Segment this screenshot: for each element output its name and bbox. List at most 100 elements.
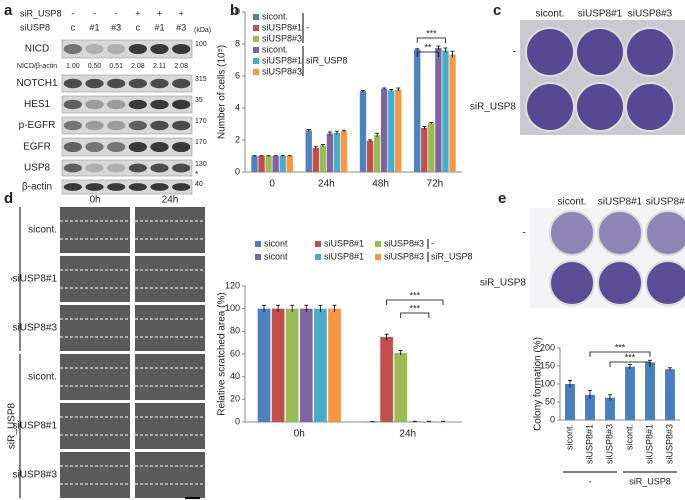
group-label: - (589, 476, 592, 486)
x-tick-label: 24h (399, 429, 416, 440)
lane-label: c (71, 22, 76, 32)
band-label: p-EGFR (19, 120, 56, 131)
ratio-label: NICD/β-actin (17, 63, 57, 70)
kda-marker: 100 (195, 41, 207, 48)
bar (625, 366, 635, 420)
blot-band (172, 120, 191, 131)
plate-column: siUSP8#1 (578, 9, 623, 20)
x-tick-label: siUSP8#1 (644, 424, 654, 464)
bar (314, 308, 327, 422)
plate-well (549, 210, 595, 256)
ratio-value: 1.00 (66, 63, 80, 70)
blot-band (85, 78, 104, 89)
legend-label: sicont. (262, 44, 288, 54)
bar (388, 90, 395, 172)
bar (328, 308, 341, 422)
lane-label: #1 (154, 22, 164, 32)
panel-label: d (4, 190, 13, 207)
bar (605, 397, 615, 420)
blot-band (128, 120, 147, 131)
scratch-image (135, 207, 205, 253)
scratch-row: siUSP8#3 (13, 470, 58, 481)
lane-label: #3 (176, 22, 186, 32)
blot-band (63, 120, 82, 131)
legend-swatch (255, 241, 261, 247)
blot-band (107, 43, 126, 55)
scratch-image (135, 305, 205, 351)
ratio-value: 2.08 (131, 63, 145, 70)
blot-band (128, 99, 147, 110)
scratch-image (135, 452, 205, 498)
scratch-row: siUSP8#1 (13, 421, 58, 432)
bar (394, 352, 408, 422)
band-label: NICD (25, 44, 49, 55)
blot-band (150, 99, 169, 110)
bar (285, 308, 299, 422)
x-tick-label: 24h (318, 179, 335, 190)
plate-column: siUSP8#1 (598, 197, 643, 208)
blot-band (128, 78, 147, 89)
y-axis-title: Relative scratched area (%) (217, 292, 228, 415)
lane-label: - (71, 8, 74, 18)
ratio-value: 2.11 (153, 63, 166, 70)
bar (435, 48, 442, 172)
y-tick-label: 8 (235, 38, 240, 48)
bar (380, 337, 393, 422)
y-tick-label: 4 (235, 102, 240, 112)
blot-band (150, 78, 169, 89)
blot-band (107, 120, 126, 131)
bar (449, 54, 456, 172)
blot-band (63, 78, 82, 89)
group-label: siR_USP8 (629, 476, 671, 486)
y-tick-label: 100 (540, 378, 555, 388)
band-label: NOTCH1 (16, 78, 58, 89)
bar (395, 89, 402, 172)
bar (421, 128, 428, 172)
ratio-value: 2.08 (174, 63, 188, 70)
scratch-row: siUSP8#1 (13, 274, 58, 285)
significance: *** (615, 342, 626, 352)
bar (257, 308, 271, 422)
y-tick-label: 0 (235, 166, 240, 176)
legend-swatch (375, 241, 381, 247)
blot-band (128, 43, 147, 55)
blot-band (107, 183, 126, 191)
bar (286, 156, 293, 172)
legend-label: siUSP8#3 (384, 238, 424, 248)
x-tick-label: siUSP8#3 (604, 424, 614, 464)
plate-row: siR_USP8 (480, 278, 527, 289)
y-axis-title: Number of cells (10⁵) (217, 45, 228, 139)
plate-row: siR_USP8 (470, 102, 517, 113)
legend-swatch (253, 36, 259, 42)
significance: *** (625, 352, 636, 362)
scratch-image (60, 452, 130, 498)
significance-bracket (416, 37, 446, 43)
legend-swatch (253, 69, 259, 75)
bar (312, 148, 319, 172)
y-tick-label: 200 (540, 342, 555, 352)
plate-well (597, 260, 643, 306)
y-tick-label: 40 (230, 371, 240, 381)
plate-well (625, 27, 675, 77)
scratch-image (135, 403, 205, 449)
plate-well (525, 27, 575, 77)
kda-marker: 130 (195, 161, 207, 168)
blot-band (172, 183, 191, 191)
plate-well (645, 210, 685, 256)
header-label: siUSP8 (20, 22, 50, 32)
scratch-image (60, 256, 130, 302)
lane-label: + (135, 8, 140, 18)
bar (422, 421, 436, 422)
significance: *** (426, 28, 437, 38)
significance-bracket (416, 51, 439, 57)
blot-band (128, 183, 147, 191)
blot-band (150, 141, 169, 153)
blot-band (172, 141, 191, 153)
legend-group: siR_USP8 (306, 55, 348, 65)
legend-swatch (253, 14, 259, 20)
blot-band (172, 99, 191, 110)
blot-band (85, 183, 104, 191)
plate-well (525, 82, 575, 132)
legend-group: - (431, 238, 434, 248)
